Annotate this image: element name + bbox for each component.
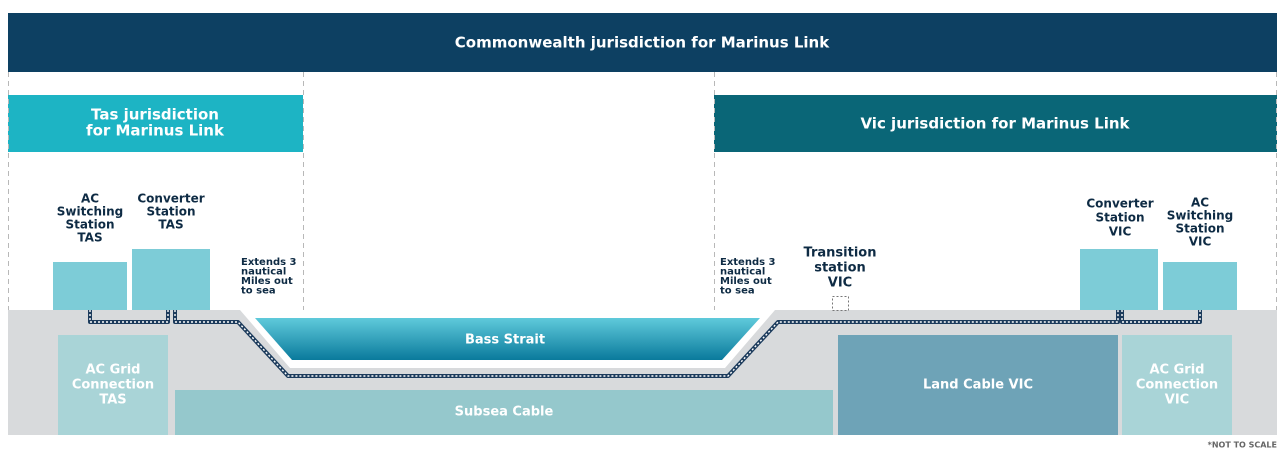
- extends-label: to sea: [720, 286, 755, 297]
- extends-label: nautical: [720, 267, 765, 278]
- commonwealth-banner: [8, 13, 1277, 72]
- extends-label: Extends 3: [241, 257, 297, 268]
- station-label: Station: [1175, 222, 1224, 236]
- cable-label: AC Grid: [1150, 363, 1205, 378]
- bass-strait-water: [255, 318, 760, 360]
- extends-label: Extends 3: [720, 257, 776, 268]
- cable-label: Land Cable VIC: [923, 378, 1033, 393]
- station-label: Transition: [804, 246, 877, 261]
- station-label: Converter: [137, 192, 204, 206]
- converter-tas: [132, 249, 210, 310]
- converter-vic: [1080, 249, 1158, 310]
- cable-label: TAS: [99, 393, 126, 408]
- tas-title: for Marinus Link: [86, 122, 225, 140]
- cable-label: VIC: [1165, 393, 1189, 408]
- land-cable-vic: [838, 335, 1118, 435]
- station-label: AC: [1191, 196, 1209, 210]
- extends-label: to sea: [241, 286, 276, 297]
- extends-label: nautical: [241, 267, 286, 278]
- station-label: VIC: [1189, 235, 1212, 249]
- station-label: Station: [146, 205, 195, 219]
- cable-label: Subsea Cable: [455, 405, 554, 420]
- ac-switching-vic: [1163, 262, 1237, 310]
- station-label: AC: [81, 192, 99, 206]
- transition-station: [832, 296, 849, 311]
- extends-label: Miles out: [720, 276, 772, 287]
- cable-label: Connection: [72, 378, 154, 393]
- cable-label: AC Grid: [86, 363, 141, 378]
- note: *NOT TO SCALE: [1208, 441, 1277, 450]
- tas-box: [8, 95, 303, 152]
- extends-label: Miles out: [241, 276, 293, 287]
- station-label: Switching: [57, 205, 123, 219]
- station-label: Converter: [1086, 197, 1153, 211]
- jurisdiction-borders: [8, 72, 1277, 310]
- cable-route: [88, 310, 1202, 378]
- station-label: Station: [65, 218, 114, 232]
- vic-box: [714, 95, 1277, 152]
- ac-grid-tas: [58, 335, 168, 435]
- ac-grid-vic: [1122, 335, 1232, 435]
- station-label: TAS: [77, 231, 102, 245]
- station-label: VIC: [828, 276, 852, 291]
- vic-title: Vic jurisdiction for Marinus Link: [860, 115, 1130, 133]
- tas-title: Tas jurisdiction: [91, 106, 219, 124]
- ac-switching-tas: [53, 262, 127, 310]
- subsea-cable: [175, 390, 833, 435]
- banner-title: Commonwealth jurisdiction for Marinus Li…: [455, 34, 830, 52]
- station-label: TAS: [158, 218, 183, 232]
- station-label: Station: [1095, 211, 1144, 225]
- station-label: VIC: [1109, 225, 1132, 239]
- sea-label: Bass Strait: [465, 333, 545, 348]
- cable-label: Connection: [1136, 378, 1218, 393]
- station-label: Switching: [1167, 209, 1233, 223]
- station-label: station: [814, 261, 866, 276]
